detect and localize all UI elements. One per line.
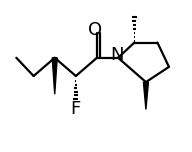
Text: O: O xyxy=(88,21,102,39)
Polygon shape xyxy=(143,82,148,109)
Text: N: N xyxy=(110,46,124,64)
Polygon shape xyxy=(52,58,57,94)
Text: F: F xyxy=(71,100,81,118)
